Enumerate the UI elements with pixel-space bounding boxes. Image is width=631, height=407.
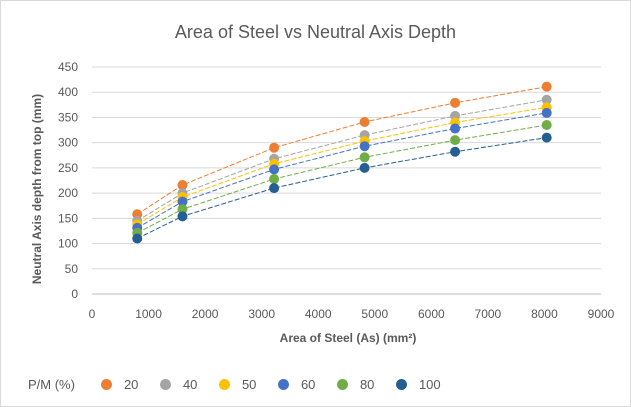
x-tick-label: 1000: [135, 307, 162, 321]
data-point: [359, 141, 370, 152]
series-line: [137, 137, 547, 239]
x-axis-label: Area of Steel (As) (mm²): [279, 331, 417, 345]
legend-label: 50: [241, 376, 257, 392]
data-point: [177, 204, 188, 215]
chart-title: Area of Steel vs Neutral Axis Depth: [174, 22, 457, 42]
data-point: [177, 211, 188, 222]
series-line: [137, 124, 547, 234]
data-point: [359, 162, 370, 173]
x-tick-label: 4000: [305, 307, 332, 321]
y-tick-label: 0: [71, 287, 78, 301]
series-line: [136, 112, 547, 229]
data-point: [269, 142, 280, 153]
data-point: [177, 196, 188, 207]
x-tick-label: 9000: [588, 307, 615, 321]
data-point: [269, 183, 280, 194]
y-tick-label: 350: [58, 110, 78, 124]
series-60: [132, 107, 552, 233]
data-point: [132, 233, 143, 244]
legend-label: 60: [300, 376, 316, 392]
x-tick-label: 6000: [418, 307, 445, 321]
data-point: [450, 97, 461, 108]
data-point: [359, 152, 370, 163]
legend-item: 100: [395, 376, 441, 392]
legend-marker: [159, 378, 171, 390]
legend: P/M (%) 20 40 50 60 80 100: [28, 374, 455, 394]
y-tick-label: 300: [58, 136, 78, 150]
data-point: [541, 94, 552, 105]
legend-label: 40: [182, 376, 198, 392]
x-tick-label: 3000: [248, 307, 275, 321]
y-axis-label: Neutral Axis depth from top (mm): [30, 93, 44, 285]
series-50: [132, 102, 552, 230]
legend-item: 20: [100, 376, 146, 392]
legend-label: 20: [123, 376, 139, 392]
data-point: [450, 123, 461, 134]
legend-items: 20 40 50 60 80 100: [100, 376, 455, 392]
data-point: [450, 135, 461, 146]
series-80: [132, 120, 552, 238]
legend-label: 100: [418, 376, 441, 392]
x-tick-label: 5000: [361, 307, 388, 321]
data-point: [541, 81, 552, 92]
data-point: [177, 180, 188, 191]
legend-marker: [218, 378, 230, 390]
legend-title: P/M (%): [28, 376, 75, 392]
legend-item: 80: [336, 376, 382, 392]
x-tick-label: 0: [89, 307, 96, 321]
series-20: [132, 81, 552, 220]
axes: 0 50 100 150 200 250 300 350 400 450 0 1000 2000 3000…: [58, 60, 615, 321]
x-tick-label: 8000: [531, 307, 558, 321]
series-100: [132, 132, 552, 244]
data-point: [450, 146, 461, 157]
y-tick-label: 150: [58, 211, 78, 225]
data-point: [541, 120, 552, 131]
y-tick-label: 50: [65, 262, 79, 276]
legend-marker: [100, 378, 112, 390]
data-point: [541, 107, 552, 118]
y-tick-label: 250: [58, 161, 78, 175]
x-tick-label: 2000: [192, 307, 219, 321]
legend-marker: [395, 378, 407, 390]
data-point: [359, 116, 370, 127]
series-line: [136, 86, 547, 215]
y-tick-label: 450: [58, 60, 78, 74]
legend-item: 50: [218, 376, 264, 392]
series-group: [132, 81, 552, 244]
series-line: [136, 99, 547, 222]
data-point: [269, 164, 280, 175]
legend-marker: [277, 378, 289, 390]
series-line: [136, 106, 547, 225]
data-point: [269, 173, 280, 184]
legend-item: 40: [159, 376, 205, 392]
data-point: [541, 132, 552, 143]
y-tick-label: 100: [58, 237, 78, 251]
gridlines: [92, 66, 601, 270]
series-40: [132, 94, 552, 226]
x-tick-label: 7000: [475, 307, 502, 321]
legend-label: 80: [359, 376, 375, 392]
y-tick-label: 400: [58, 85, 78, 99]
y-tick-label: 200: [58, 186, 78, 200]
legend-marker: [336, 378, 348, 390]
legend-item: 60: [277, 376, 323, 392]
